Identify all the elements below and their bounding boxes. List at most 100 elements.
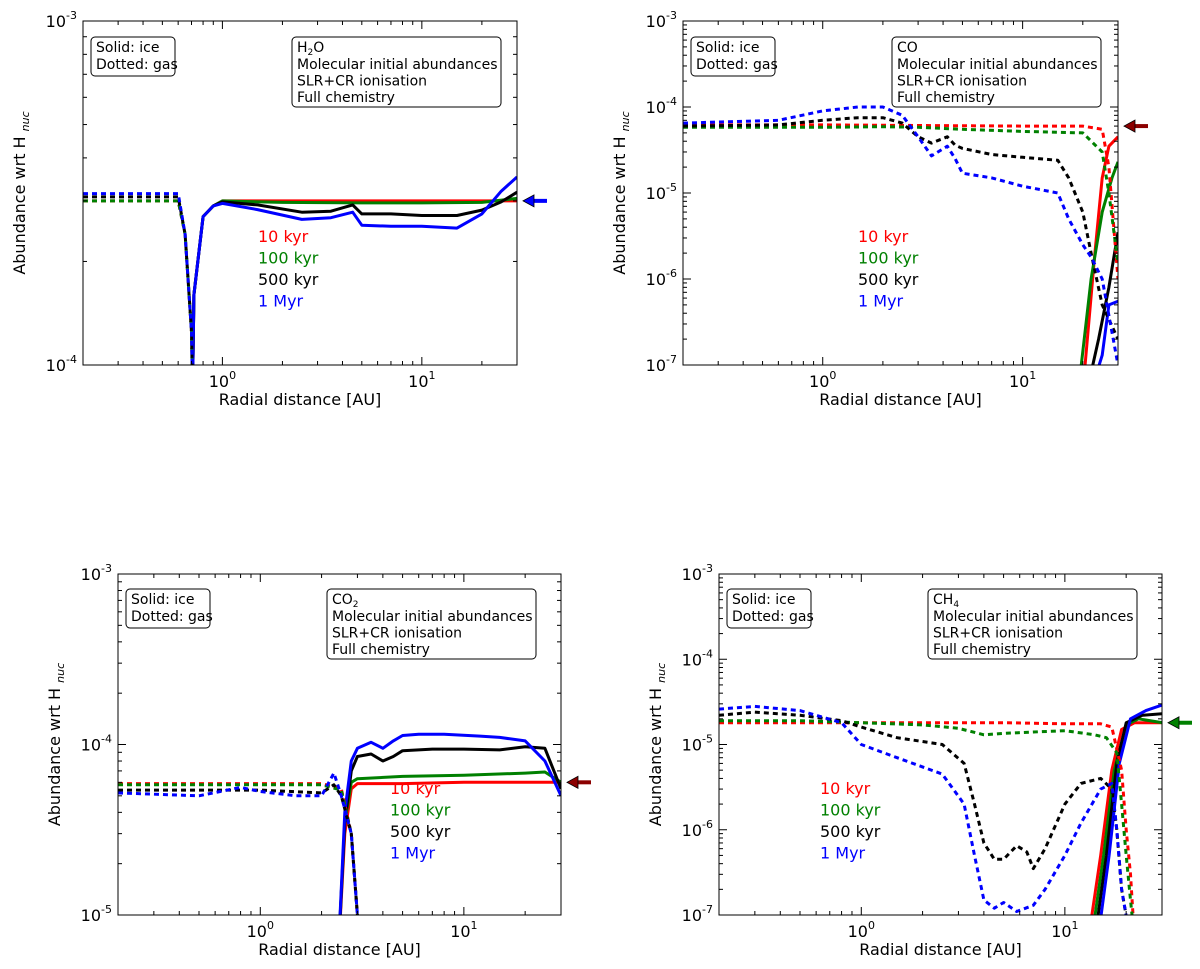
info-line: SLR+CR ionisation [933, 626, 1063, 642]
legend-entry: 500 kyr [258, 270, 319, 289]
ice-gas-key-box [690, 36, 776, 77]
series-line-100-kyr-gas [83, 199, 194, 365]
series-line-500-kyr-gas [83, 195, 194, 365]
y-tick-label: 10-4 [646, 95, 677, 117]
legend-entry: 500 kyr [820, 822, 881, 841]
reference-arrow-head [522, 194, 535, 208]
y-tick-label: 10-5 [81, 903, 112, 925]
x-tick-label: 101 [1009, 369, 1036, 391]
info-line: Molecular initial abundances [332, 609, 533, 625]
series-line-1-myr-gas [118, 771, 359, 915]
x-tick-label: 100 [809, 369, 836, 391]
legend-entry: 10 kyr [858, 227, 909, 246]
info-line: SLR+CR ionisation [297, 74, 427, 90]
x-axis-label: Radial distance [AU] [219, 390, 382, 409]
x-tick-label: 100 [209, 369, 236, 391]
reference-arrow-head [566, 775, 579, 789]
series-line-10-kyr-gas [118, 782, 359, 915]
legend-entry: 1 Myr [858, 292, 904, 311]
chart-panel-co2: 100 101 10-5 10-4 10-3 Radial distance [AU] Ab… [45, 562, 591, 959]
series-line-1-myr-ice [1099, 703, 1162, 915]
series-line-500-kyr-ice [191, 190, 517, 365]
plot-area [683, 105, 1118, 365]
y-tick-label: 10-5 [682, 733, 713, 755]
x-tick-label: 101 [408, 369, 435, 391]
y-tick-label: 10-4 [81, 733, 112, 755]
legend-entry: 500 kyr [858, 270, 919, 289]
legend-entry: 100 kyr [390, 801, 451, 820]
y-tick-label: 10-6 [682, 818, 713, 840]
species-label: CH4 [933, 592, 959, 610]
reference-arrow-head [1123, 119, 1136, 133]
info-line: SLR+CR ionisation [897, 74, 1027, 90]
series-line-500-kyr-gas [719, 710, 1128, 915]
series-line-1-myr-gas [719, 704, 1128, 915]
ice-gas-key-text: Dotted: gas [96, 57, 178, 73]
info-line: Molecular initial abundances [297, 57, 498, 73]
y-tick-label: 10-7 [682, 903, 713, 925]
series-line-10-kyr-ice [191, 199, 517, 365]
ice-gas-key-text: Solid: ice [696, 40, 760, 56]
ice-gas-key-text: Dotted: gas [131, 609, 213, 625]
y-axis-label: Abundance wrt H nuc [610, 111, 632, 274]
info-box [291, 36, 502, 108]
plot-area [118, 732, 561, 915]
legend-entry: 10 kyr [258, 227, 309, 246]
legend-entry: 500 kyr [390, 822, 451, 841]
legend-entry: 1 Myr [258, 292, 304, 311]
x-axis-label: Radial distance [AU] [819, 390, 982, 409]
species-label: H2O [297, 40, 324, 58]
legend-entry: 10 kyr [390, 779, 441, 798]
x-tick-label: 100 [848, 919, 875, 941]
x-tick-label: 100 [247, 919, 274, 941]
legend-entry: 1 Myr [390, 844, 436, 863]
y-tick-label: 10-3 [81, 562, 112, 584]
series-line-10-kyr-gas [683, 123, 1118, 280]
ice-gas-key-box [726, 588, 812, 629]
legend-entry: 10 kyr [820, 779, 871, 798]
series-line-1-myr-gas [83, 192, 194, 365]
ice-gas-key-box [90, 36, 176, 77]
info-line: Full chemistry [332, 642, 430, 658]
info-line: Full chemistry [897, 90, 995, 106]
info-box [326, 588, 537, 660]
species-label: CO [897, 40, 918, 56]
ice-gas-key-text: Solid: ice [96, 40, 160, 56]
ice-gas-key-box [125, 588, 211, 629]
info-line: SLR+CR ionisation [332, 626, 462, 642]
ice-gas-key-text: Dotted: gas [696, 57, 778, 73]
series-line-500-kyr-ice [338, 745, 561, 915]
y-tick-label: 10-3 [46, 9, 77, 31]
legend-entry: 100 kyr [858, 249, 919, 268]
chart-panel-ch4: 100 101 10-7 10-6 10-5 10-4 10-3 Radial distanc… [646, 562, 1192, 959]
y-tick-label: 10-7 [646, 353, 677, 375]
y-tick-label: 10-5 [646, 181, 677, 203]
series-line-500-kyr-ice [1096, 712, 1162, 915]
y-tick-label: 10-4 [46, 353, 77, 375]
y-tick-label: 10-4 [682, 647, 713, 669]
series-line-1-myr-ice [338, 732, 561, 915]
info-line: Molecular initial abundances [933, 609, 1134, 625]
chart-panel-h2o: 100 101 10-4 10-3 Radial distance [AU] Abunda… [10, 9, 547, 409]
info-box [927, 588, 1138, 660]
series-line-1-myr-ice [1097, 299, 1118, 365]
x-tick-label: 101 [450, 919, 477, 941]
info-line: Molecular initial abundances [897, 57, 1098, 73]
y-tick-label: 10-3 [646, 9, 677, 31]
info-line: Full chemistry [933, 642, 1031, 658]
series-line-100-kyr-ice [1079, 161, 1118, 365]
y-tick-label: 10-6 [646, 267, 677, 289]
ice-gas-key-text: Solid: ice [732, 592, 796, 608]
legend-entry: 100 kyr [820, 801, 881, 820]
y-axis-label: Abundance wrt H nuc [45, 663, 67, 826]
info-box [891, 36, 1102, 108]
x-axis-label: Radial distance [AU] [258, 940, 421, 959]
y-tick-label: 10-3 [682, 562, 713, 584]
series-line-10-kyr-gas [719, 721, 1135, 915]
series-line-500-kyr-ice [1091, 231, 1118, 365]
reference-arrow-head [1167, 716, 1180, 730]
series-line-100-kyr-gas [683, 125, 1118, 265]
y-axis-label: Abundance wrt H nuc [10, 111, 32, 274]
species-label: CO2 [332, 592, 359, 610]
